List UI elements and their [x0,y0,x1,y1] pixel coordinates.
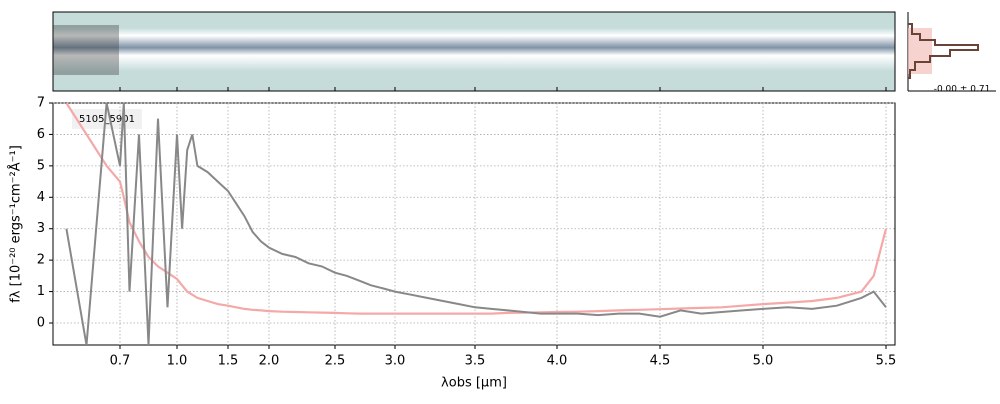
y-tick-label: 7 [37,96,45,111]
y-tick-label: 0 [37,316,45,331]
x-tick-label: 3.0 [385,354,406,369]
x-tick-label: 1.5 [218,354,239,369]
hist-annotation: -0.00 ± 0.71 [934,85,991,95]
y-tick-label: 6 [37,127,45,142]
y-tick-label: 5 [37,158,45,173]
object-label: 5105_5901 [79,114,135,125]
x-axis-label: λobs [μm] [441,376,507,391]
y-tick-label: 2 [37,253,45,268]
spectrum-2d-noise [53,25,119,75]
x-tick-label: 4.5 [650,354,671,369]
x-tick-label: 1.0 [167,354,188,369]
x-tick-label: 3.5 [465,354,486,369]
x-tick-label: 5.5 [876,354,897,369]
x-tick-label: 5.0 [753,354,774,369]
x-tick-label: 2.0 [259,354,280,369]
series-line [65,103,888,315]
x-tick-label: 4.0 [547,354,568,369]
x-tick-label: 0.7 [110,354,131,369]
y-axis-label: fλ [10⁻²⁰ ergs⁻¹cm⁻²Å⁻¹] [8,145,24,303]
y-tick-label: 4 [37,190,45,205]
spectrum-2d [52,11,896,92]
histogram: -0.00 ± 0.71 [907,12,996,95]
y-tick-label: 1 [37,284,45,299]
x-tick-label: 2.5 [325,354,346,369]
series-line [65,103,887,345]
y-tick-label: 3 [37,221,45,236]
